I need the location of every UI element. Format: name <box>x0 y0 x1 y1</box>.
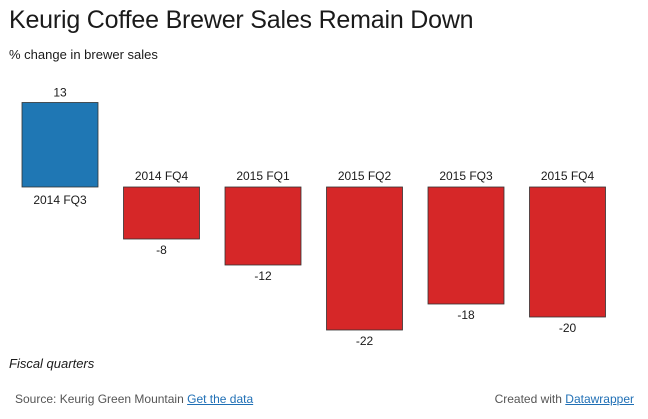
category-label: 2015 FQ2 <box>338 169 392 183</box>
category-label: 2015 FQ4 <box>541 169 595 183</box>
data-label: -12 <box>254 269 272 283</box>
data-label: -18 <box>457 308 475 322</box>
category-label: 2015 FQ3 <box>439 169 493 183</box>
data-label: -22 <box>356 334 374 348</box>
datawrapper-link[interactable]: Datawrapper <box>565 392 634 406</box>
category-label: 2015 FQ1 <box>236 169 290 183</box>
bar <box>529 186 606 318</box>
category-label: 2014 FQ4 <box>135 169 189 183</box>
source-text: Source: Keurig Green Mountain <box>15 392 184 406</box>
bar <box>123 186 200 240</box>
bar <box>427 186 505 305</box>
bar <box>21 102 99 188</box>
bar <box>224 186 302 266</box>
x-axis-note: Fiscal quarters <box>9 356 95 371</box>
chart-title: Keurig Coffee Brewer Sales Remain Down <box>9 6 474 34</box>
footer-credit: Created with Datawrapper <box>495 392 634 406</box>
category-label: 2014 FQ3 <box>33 193 87 207</box>
chart-subtitle: % change in brewer sales <box>9 47 158 62</box>
bar <box>326 186 403 331</box>
data-label: 13 <box>53 86 67 100</box>
created-with-text: Created with <box>494 392 562 406</box>
get-data-link[interactable]: Get the data <box>187 392 254 406</box>
data-label: -8 <box>156 243 167 257</box>
data-label: -20 <box>559 321 577 335</box>
footer-source: Source: Keurig Green Mountain Get the da… <box>15 392 253 406</box>
